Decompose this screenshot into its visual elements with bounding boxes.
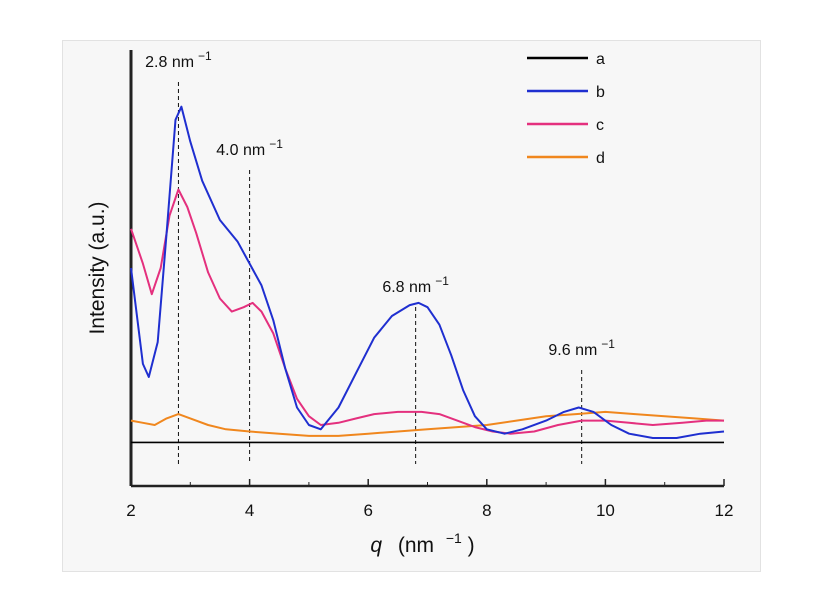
series-line-d xyxy=(130,410,725,437)
x-axis-unit-close: ) xyxy=(468,534,475,557)
x-tick-label: 10 xyxy=(596,501,615,520)
x-tick-label: 4 xyxy=(245,501,254,520)
peak-label: 6.8 nm −1 xyxy=(382,274,449,296)
x-tick-label: 12 xyxy=(715,501,734,520)
x-ticks: 2 4 6 8 10 12 xyxy=(126,479,733,520)
peak-label: 9.6 nm −1 xyxy=(548,337,615,359)
series-line-b xyxy=(130,105,725,439)
x-axis-unit: (nm xyxy=(398,534,434,557)
peak-label: 4.0 nm −1 xyxy=(216,137,283,159)
axes xyxy=(129,50,724,488)
x-axis-title: q (nm −1 ) xyxy=(370,525,474,557)
legend-label-d: d xyxy=(596,150,605,167)
x-axis-symbol: q xyxy=(370,534,382,557)
peak-label: 2.8 nm −1 xyxy=(145,49,212,71)
x-axis-unit-sup: −1 xyxy=(446,530,462,546)
peak-annotations: 2.8 nm −1 4.0 nm −1 6.8 nm −1 9.6 nm −1 xyxy=(145,49,615,464)
legend-label-c: c xyxy=(596,117,604,134)
legend-label-b: b xyxy=(596,84,605,101)
series-lines xyxy=(130,105,725,444)
series-line-c xyxy=(130,188,724,435)
x-tick-label: 8 xyxy=(482,501,491,520)
x-tick-label: 2 xyxy=(126,501,135,520)
x-tick-label: 6 xyxy=(363,501,372,520)
y-axis-title: Intensity (a.u.) xyxy=(86,201,109,334)
legend-label-a: a xyxy=(596,51,605,68)
